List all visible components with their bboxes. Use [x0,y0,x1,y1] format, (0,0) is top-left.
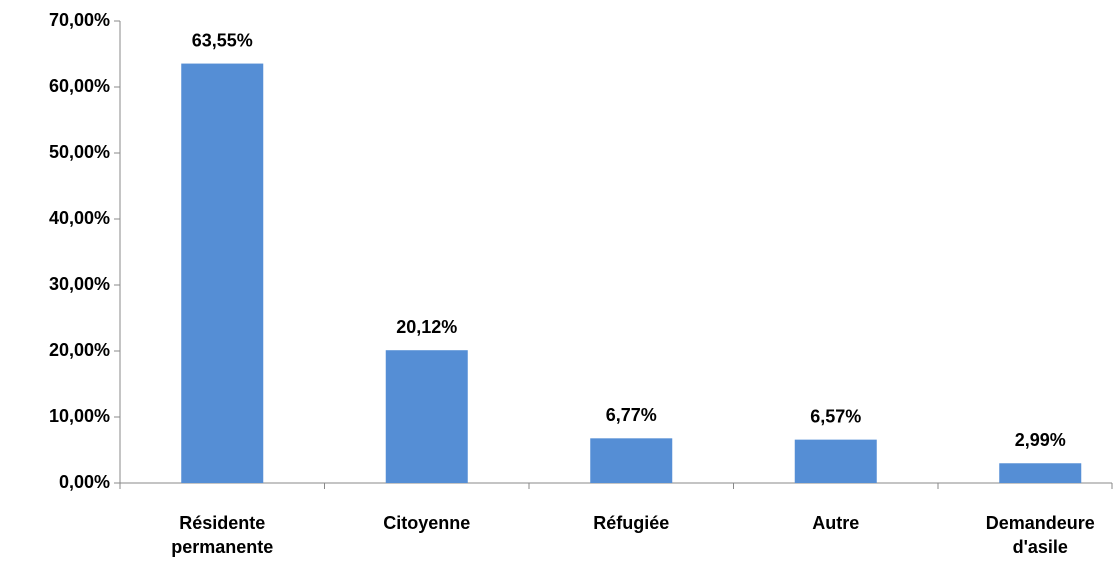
x-tick-label: Demandeure d'asile [985,513,1095,557]
y-tick-label: 50,00% [49,142,110,162]
bar [181,63,264,483]
y-tick-label: 70,00% [49,10,110,30]
y-tick-label: 0,00% [59,472,110,492]
bar [999,463,1082,483]
bar [794,439,877,483]
y-tick-label: 40,00% [49,208,110,228]
y-tick-label: 20,00% [49,340,110,360]
bar [590,438,673,483]
data-label: 6,57% [810,406,861,426]
data-label: 2,99% [1015,430,1066,450]
data-label: 63,55% [192,30,253,50]
x-tick-label: Autre [812,513,860,533]
y-tick-label: 30,00% [49,274,110,294]
x-tick-label: Résidente permanente [171,513,274,557]
data-label: 6,77% [606,405,657,425]
bar [385,350,468,483]
x-tick-label: Citoyenne [383,513,471,533]
x-tick-label: Réfugiée [593,513,670,533]
data-label: 20,12% [396,317,457,337]
y-tick-label: 10,00% [49,406,110,426]
y-tick-label: 60,00% [49,76,110,96]
